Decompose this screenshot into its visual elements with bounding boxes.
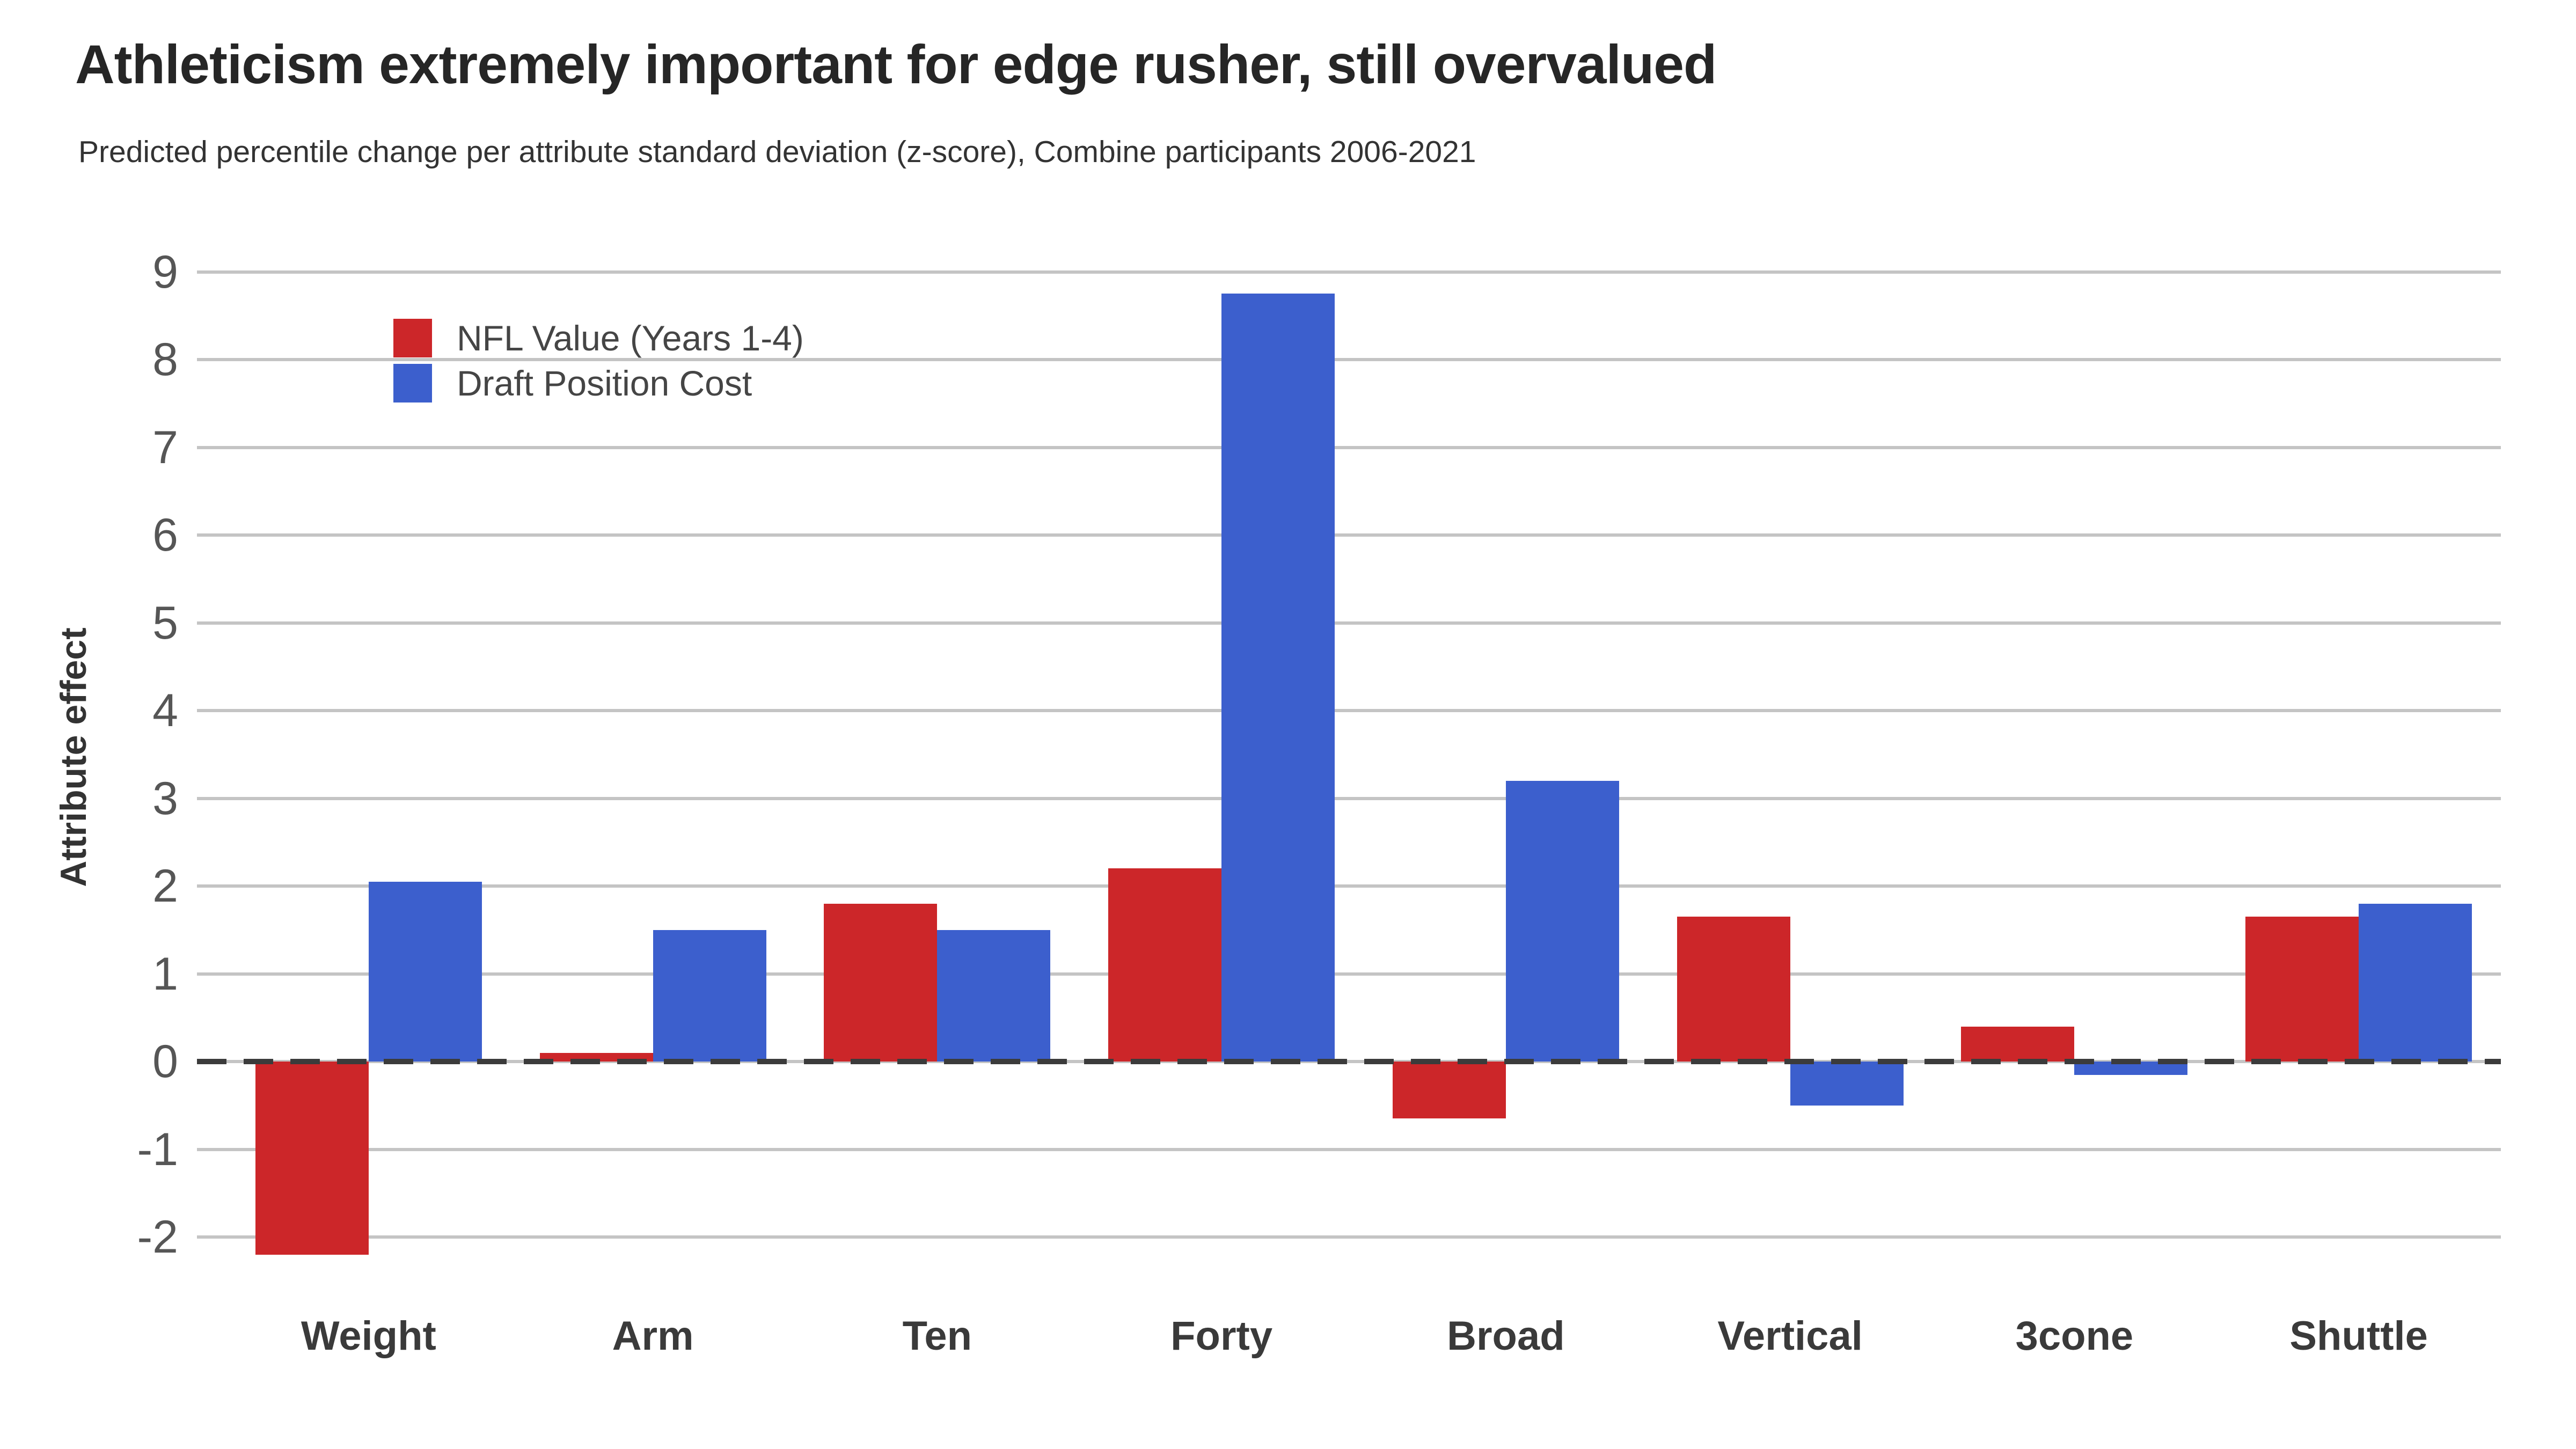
legend-label-nfl-value: NFL Value (Years 1-4) [457, 318, 804, 358]
y-tick-label-6: 6 [152, 509, 178, 561]
x-axis-label-vertical: Vertical [1717, 1313, 1863, 1359]
gridline-y-9 [197, 270, 2501, 274]
bar-vertical-draft-position-cost[interactable] [1790, 1062, 1904, 1106]
x-axis-label-weight: Weight [301, 1313, 436, 1359]
bar-ten-draft-position-cost[interactable] [937, 930, 1051, 1062]
legend: NFL Value (Years 1-4) Draft Position Cos… [393, 319, 804, 409]
legend-item-nfl-value: NFL Value (Years 1-4) [393, 319, 804, 357]
gridline-y-5 [197, 621, 2501, 625]
gridline-y--2 [197, 1235, 2501, 1239]
gridline-y-2 [197, 884, 2501, 888]
bar-ten-nfl-value[interactable] [824, 903, 938, 1062]
gridline-y--1 [197, 1147, 2501, 1151]
gridline-y-8 [197, 358, 2501, 361]
legend-swatch-blue-icon [393, 364, 432, 402]
bar-shuttle-nfl-value[interactable] [2245, 917, 2359, 1062]
legend-item-draft-position-cost: Draft Position Cost [393, 364, 804, 402]
bar-broad-draft-position-cost[interactable] [1505, 780, 1619, 1062]
x-axis-label-arm: Arm [612, 1313, 694, 1359]
y-tick-label-0: 0 [152, 1036, 178, 1087]
bar-3cone-nfl-value[interactable] [1961, 1026, 2075, 1062]
y-tick-label-4: 4 [152, 685, 178, 736]
gridline-y-6 [197, 533, 2501, 537]
gridline-y-3 [197, 796, 2501, 800]
legend-swatch-red-icon [393, 319, 432, 357]
gridline-y-4 [197, 709, 2501, 712]
zero-baseline-dashed [197, 1059, 2501, 1064]
y-tick-label--2: -2 [137, 1211, 178, 1263]
bar-weight-draft-position-cost[interactable] [368, 881, 482, 1062]
y-tick-label-8: 8 [152, 334, 178, 385]
x-axis-label-forty: Forty [1170, 1313, 1273, 1359]
x-axis-label-shuttle: Shuttle [2289, 1313, 2428, 1359]
y-tick-label-9: 9 [152, 246, 178, 298]
bar-shuttle-draft-position-cost[interactable] [2359, 903, 2472, 1062]
bar-weight-nfl-value[interactable] [255, 1062, 369, 1255]
bar-forty-nfl-value[interactable] [1108, 868, 1222, 1062]
bar-vertical-nfl-value[interactable] [1677, 917, 1790, 1062]
gridline-y-7 [197, 445, 2501, 449]
y-tick-label-7: 7 [152, 421, 178, 473]
y-tick-label-5: 5 [152, 597, 178, 649]
chart-subtitle: Predicted percentile change per attribut… [78, 135, 1476, 169]
y-tick-label-3: 3 [152, 772, 178, 824]
y-tick-label-1: 1 [152, 948, 178, 1000]
bar-arm-draft-position-cost[interactable] [653, 930, 766, 1062]
x-axis-label-broad: Broad [1447, 1313, 1565, 1359]
bar-broad-nfl-value[interactable] [1392, 1062, 1506, 1119]
y-tick-label-2: 2 [152, 860, 178, 912]
x-axis-label-ten: Ten [902, 1313, 972, 1359]
x-axis-label-3cone: 3cone [2015, 1313, 2134, 1359]
y-tick-label--1: -1 [137, 1123, 178, 1175]
gridline-y-1 [197, 972, 2501, 976]
bar-forty-draft-position-cost[interactable] [1221, 294, 1335, 1062]
chart-title: Athleticism extremely important for edge… [75, 34, 1717, 95]
legend-label-draft-position-cost: Draft Position Cost [457, 363, 752, 403]
